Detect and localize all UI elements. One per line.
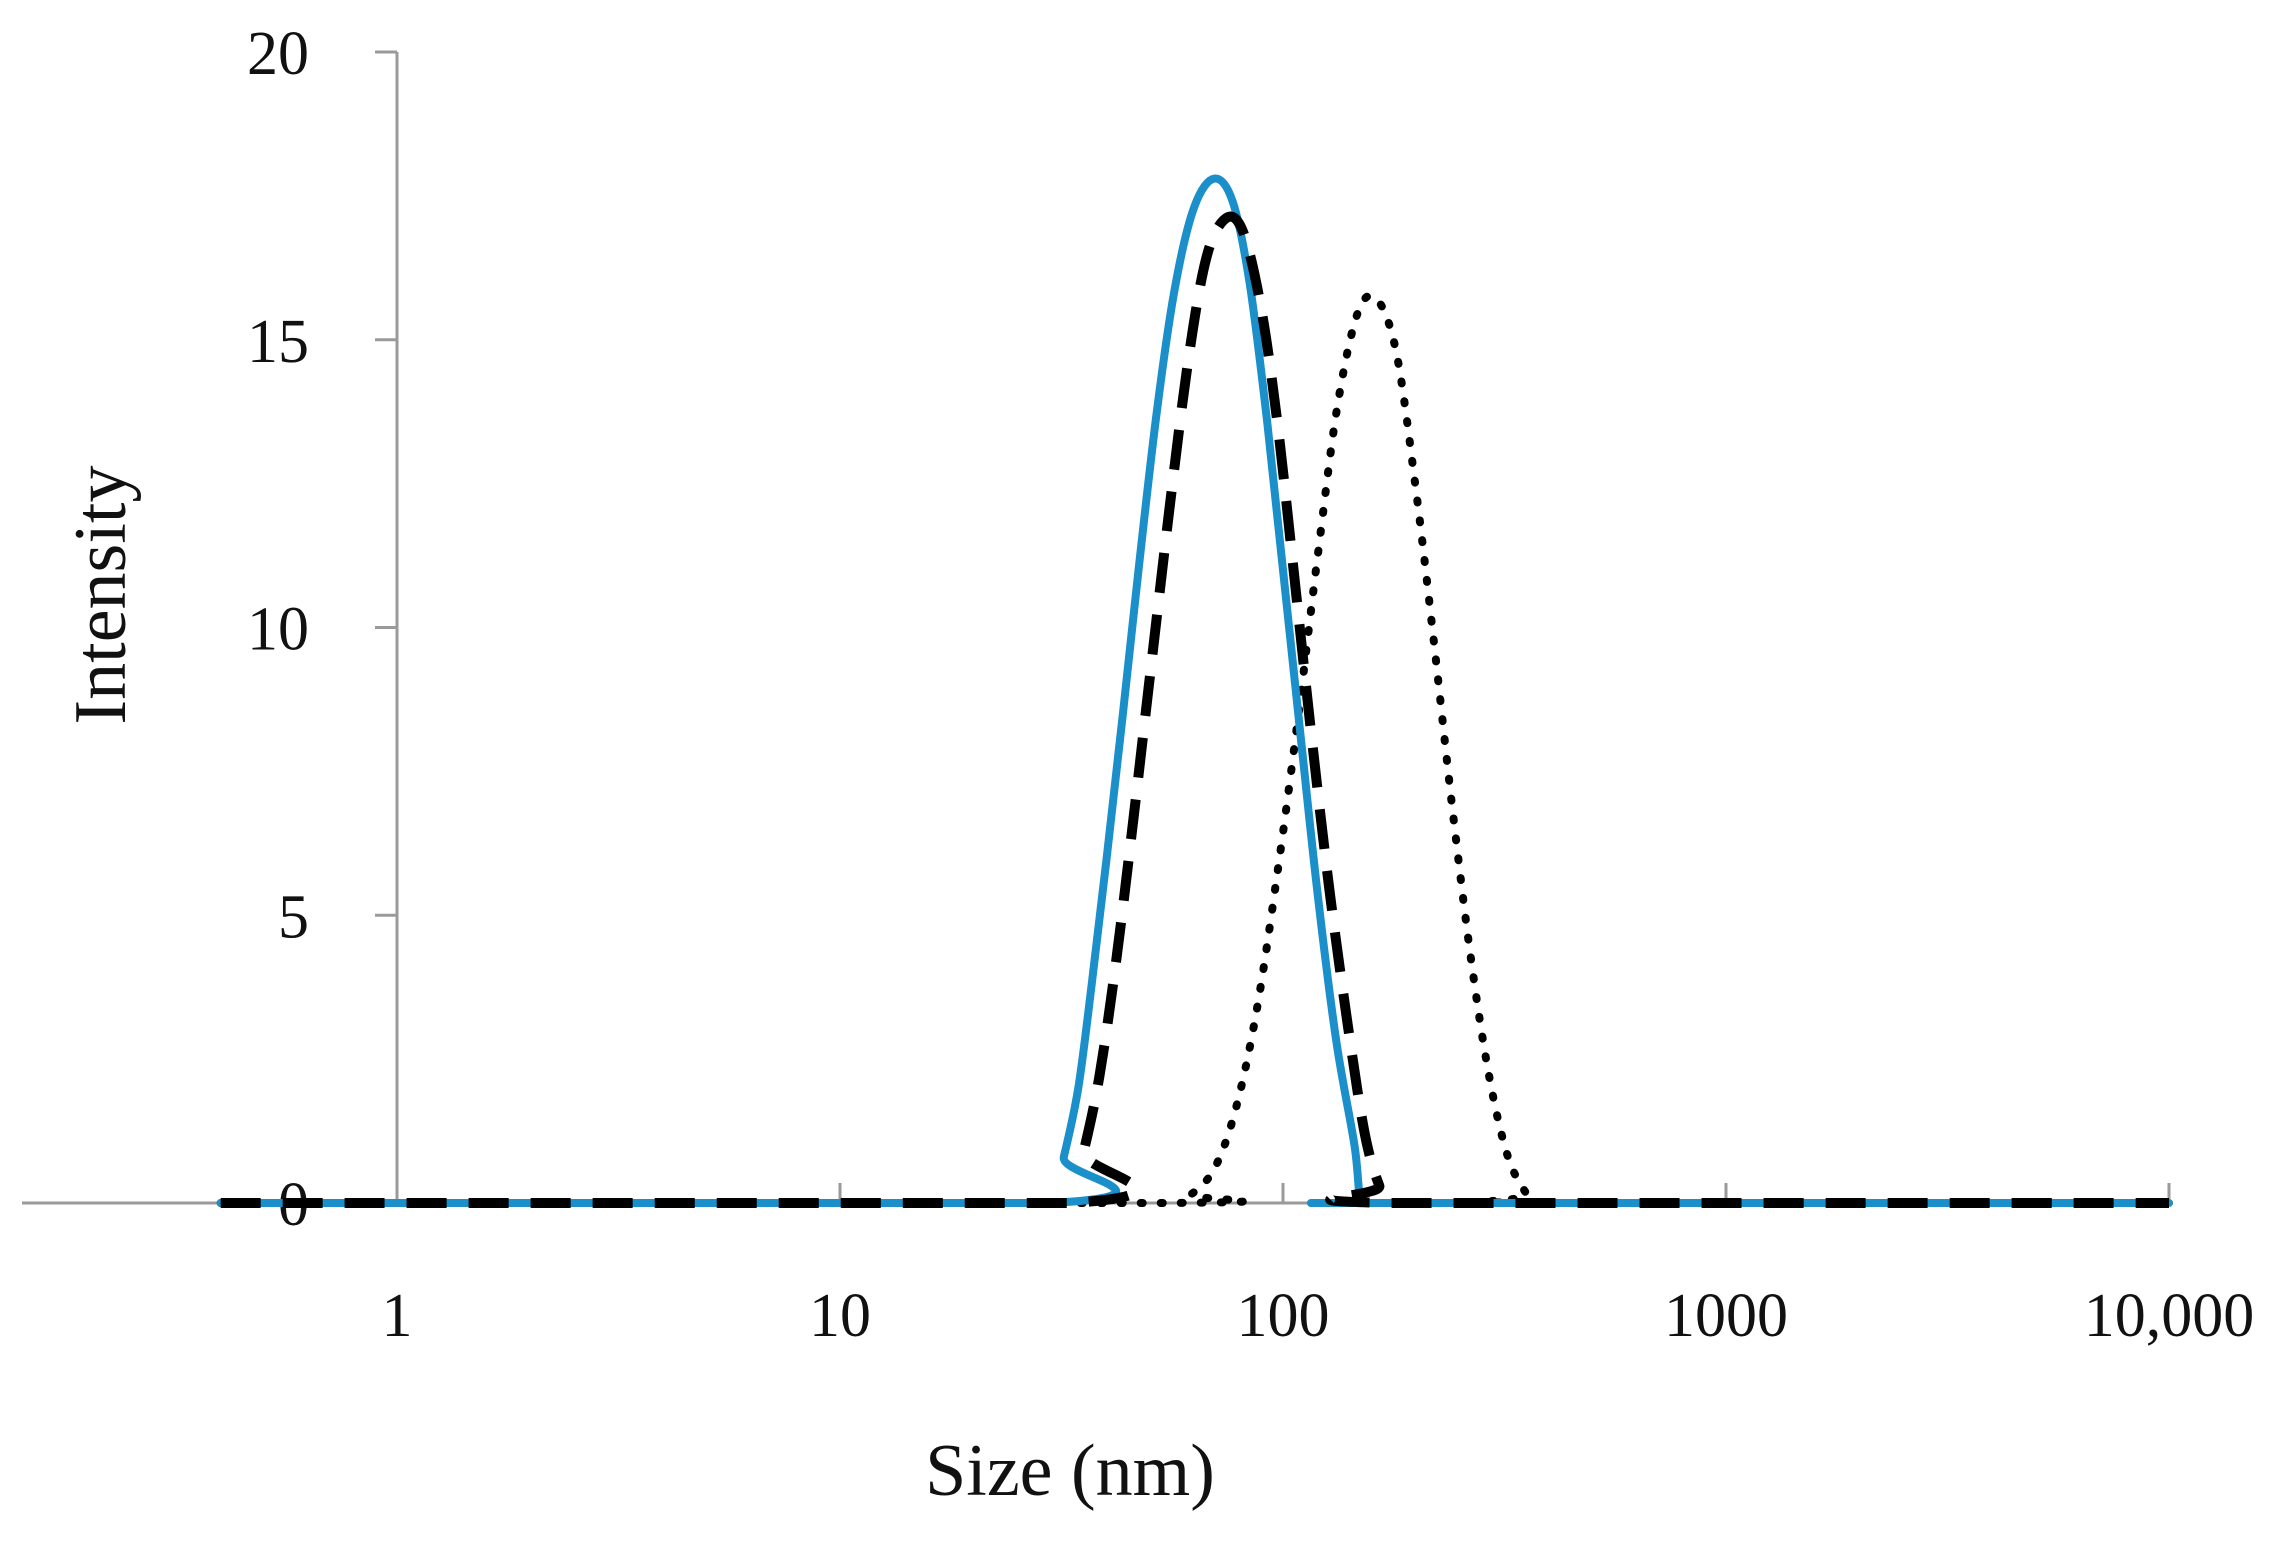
series-layer	[216, 174, 2173, 1209]
y-tick-label: 10	[247, 596, 309, 664]
series-line-dotted	[216, 291, 2173, 1208]
x-tick-label: 1	[382, 1282, 413, 1350]
x-axis-title: Size (nm)	[925, 1430, 1215, 1512]
x-axis-ticks: 1 10 100 1000 10,000	[382, 1183, 2255, 1350]
x-tick-label: 10,000	[2084, 1282, 2255, 1350]
y-axis-title: Intensity	[60, 466, 142, 725]
x-tick-label: 10	[809, 1282, 871, 1350]
series-line-dashed	[220, 211, 2169, 1209]
x-tick-label: 100	[1237, 1282, 1330, 1350]
y-tick-label: 5	[278, 883, 309, 951]
series-line-solid	[216, 174, 2173, 1208]
x-tick-label: 1000	[1664, 1282, 1788, 1350]
y-tick-label: 20	[247, 20, 309, 88]
y-tick-label: 15	[247, 308, 309, 376]
